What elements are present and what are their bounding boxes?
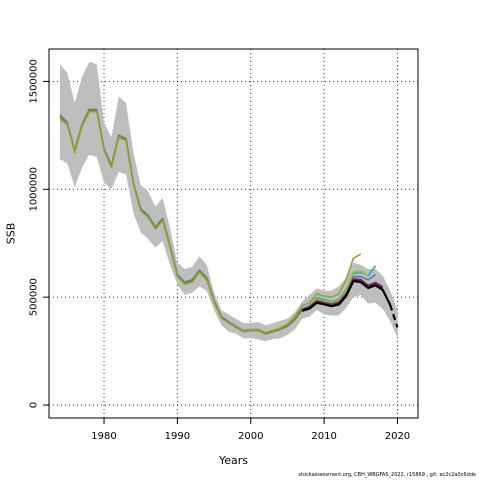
x-axis: 1980 1990 2000 2010 2020 bbox=[91, 418, 410, 442]
x-tick-label: 2010 bbox=[311, 431, 336, 442]
x-tick-label: 2020 bbox=[385, 431, 410, 442]
y-tick-label: 0 bbox=[29, 402, 40, 408]
plot-frame bbox=[48, 48, 419, 419]
y-tick-label: 500000 bbox=[29, 278, 40, 316]
series-line-7 bbox=[301, 277, 384, 311]
y-axis: 0 500000 1000000 1500000 bbox=[29, 59, 49, 408]
y-tick-label: 1500000 bbox=[29, 59, 40, 104]
x-tick-label: 2000 bbox=[238, 431, 263, 442]
footer-credit: stockassessment.org, CBH_WBGFAS_2022, r1… bbox=[298, 472, 476, 478]
confidence-band-area bbox=[60, 61, 398, 342]
confidence-band bbox=[60, 61, 398, 342]
grid-lines bbox=[49, 49, 418, 418]
series-line-3 bbox=[59, 110, 362, 334]
series-lines bbox=[59, 108, 399, 335]
x-tick-label: 1990 bbox=[165, 431, 190, 442]
y-axis-label: SSB bbox=[5, 223, 18, 245]
series-line-8 bbox=[301, 279, 392, 312]
x-axis-label: Years bbox=[218, 454, 248, 467]
x-tick-label: 1980 bbox=[91, 431, 116, 442]
y-tick-label: 1000000 bbox=[29, 167, 40, 212]
series-line-5 bbox=[308, 270, 369, 307]
series-line-9 bbox=[389, 304, 399, 328]
